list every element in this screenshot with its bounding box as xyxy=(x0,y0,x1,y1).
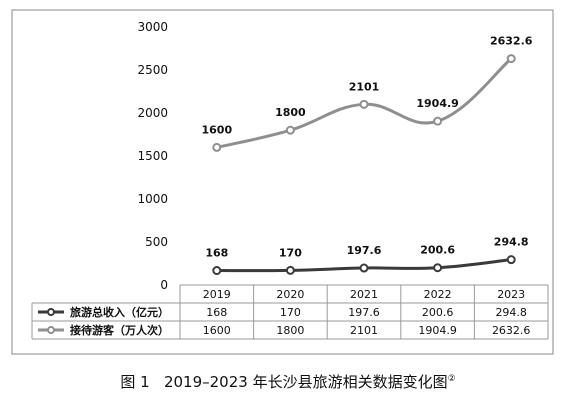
table-cell: 1600 xyxy=(203,324,231,337)
legend-swatch-marker xyxy=(47,326,55,334)
caption-label: 图 1 xyxy=(120,373,150,391)
table-cell: 168 xyxy=(206,306,227,319)
figure-caption: 图 1 2019–2023 年长沙县旅游相关数据变化图② xyxy=(0,371,576,392)
table-cell: 294.8 xyxy=(495,306,527,319)
data-label: 1600 xyxy=(201,123,232,136)
table-cell: 197.6 xyxy=(348,306,380,319)
plot-area: 168 170 197.6 200.6 294.8 1600 1800 2101 1904.9 2… xyxy=(201,35,533,276)
table-cell: 1904.9 xyxy=(418,324,457,337)
data-point xyxy=(359,263,369,273)
data-point xyxy=(433,263,443,273)
chart-frame xyxy=(11,9,554,355)
caption-text: 2019–2023 年长沙县旅游相关数据变化图 xyxy=(163,373,448,391)
data-label: 197.6 xyxy=(347,244,382,257)
y-tick-label: 0 xyxy=(160,278,168,292)
data-point xyxy=(506,255,516,265)
data-label: 168 xyxy=(205,247,228,260)
data-point xyxy=(212,266,222,276)
data-point xyxy=(506,54,516,64)
y-tick-label: 1500 xyxy=(137,149,168,163)
data-label: 1800 xyxy=(275,106,306,119)
data-point xyxy=(433,116,443,126)
y-tick-label: 2000 xyxy=(137,106,168,120)
y-tick-label: 500 xyxy=(145,235,168,249)
x-tick-label: 2019 xyxy=(203,288,231,301)
data-label: 170 xyxy=(279,246,302,259)
y-axis: 3000 2500 2000 1500 1000 500 0 xyxy=(137,20,168,292)
table-cell: 2632.6 xyxy=(492,324,531,337)
data-label: 2101 xyxy=(349,80,380,93)
x-tick-label: 2022 xyxy=(424,288,452,301)
data-label: 294.8 xyxy=(494,236,529,249)
data-table: 2019 2020 2021 2022 2023 旅游总收入（亿元） 168 170 197.6… xyxy=(31,284,549,340)
table-cell: 1800 xyxy=(276,324,304,337)
data-label: 200.6 xyxy=(420,244,455,257)
y-tick-label: 2500 xyxy=(137,63,168,77)
table-cell: 2101 xyxy=(350,324,378,337)
legend-swatch-marker xyxy=(47,308,55,316)
caption-note: ② xyxy=(447,374,456,384)
table-cell: 200.6 xyxy=(422,306,454,319)
chart: 3000 2500 2000 1500 1000 500 0 2019 2020 2021 202… xyxy=(11,9,554,355)
data-point xyxy=(359,99,369,109)
data-point xyxy=(212,142,222,152)
y-tick-label: 3000 xyxy=(137,20,168,34)
table-cell: 170 xyxy=(280,306,301,319)
y-tick-label: 1000 xyxy=(137,192,168,206)
legend-label: 旅游总收入（亿元） xyxy=(70,305,169,319)
x-tick-label: 2021 xyxy=(350,288,378,301)
data-point xyxy=(285,265,295,275)
data-label: 1904.9 xyxy=(416,97,458,110)
x-tick-label: 2020 xyxy=(276,288,304,301)
data-point xyxy=(285,125,295,135)
data-label: 2632.6 xyxy=(490,35,533,48)
x-tick-label: 2023 xyxy=(497,288,525,301)
legend-label: 接待游客（万人次） xyxy=(70,323,169,337)
